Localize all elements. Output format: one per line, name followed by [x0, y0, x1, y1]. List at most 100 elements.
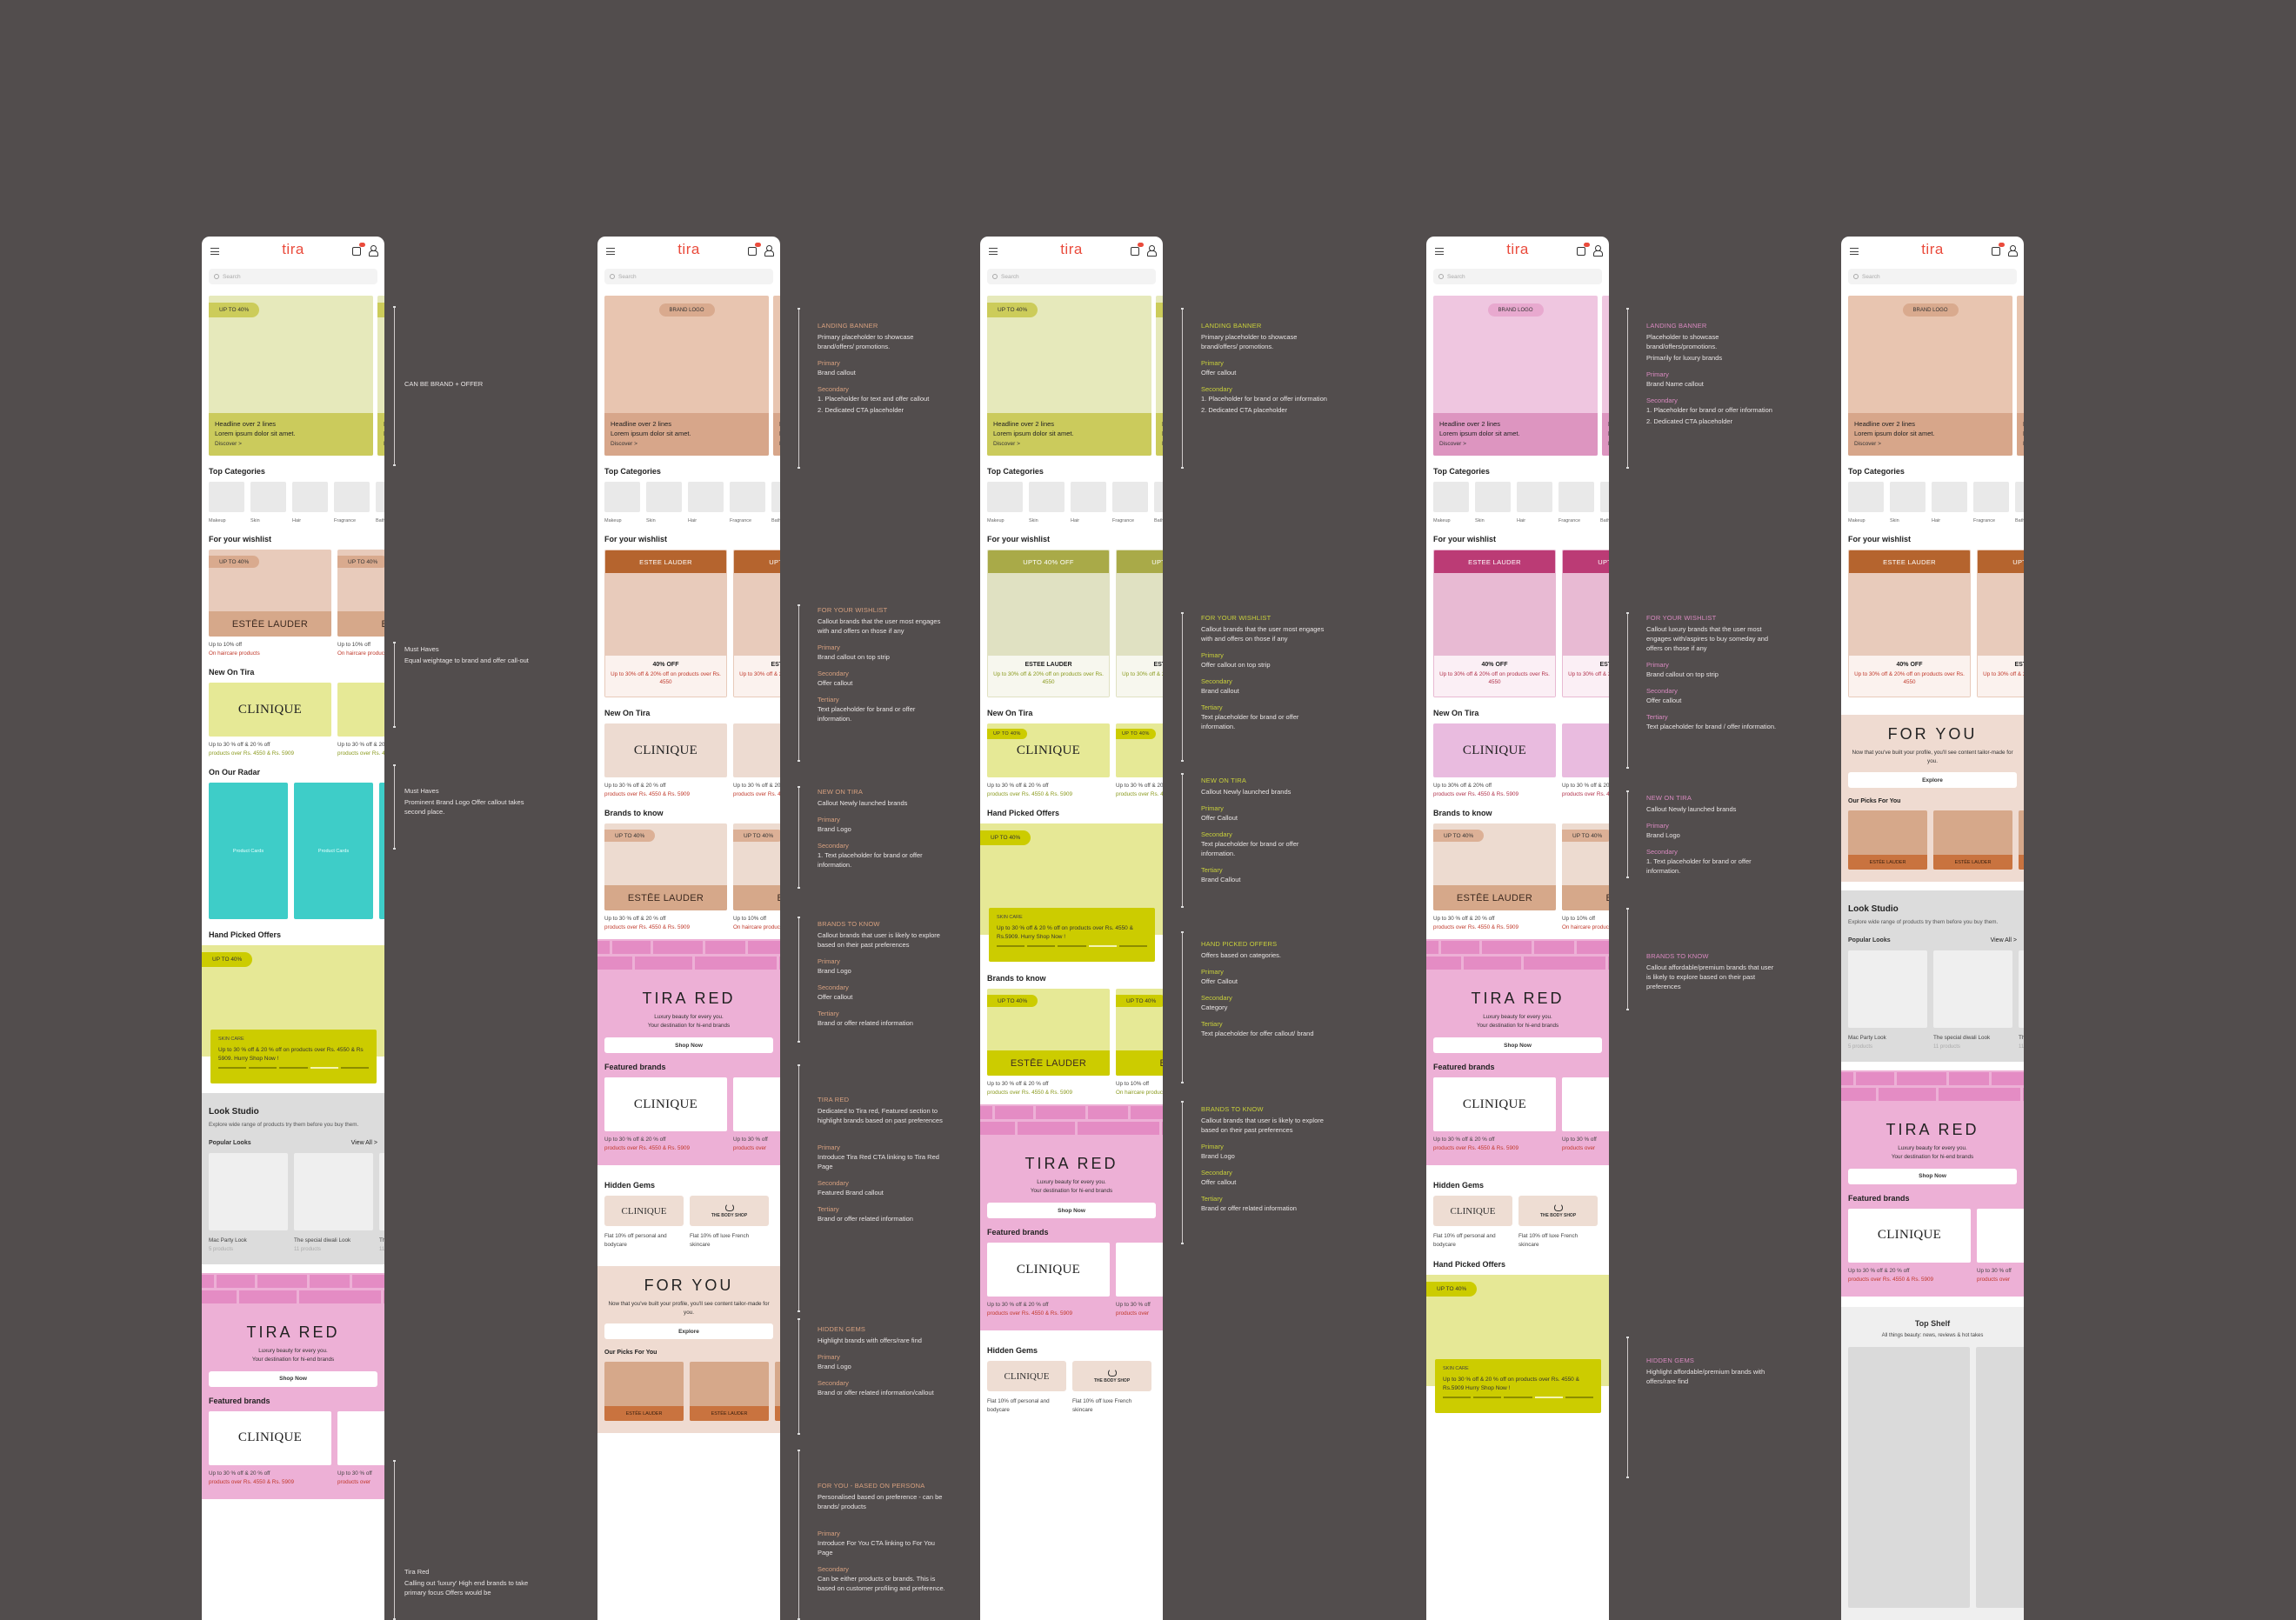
brand-logo-card[interactable]: THE Up to 30 % off products over: [733, 1077, 780, 1151]
pick-card[interactable]: ESTĒE LAUDER: [2019, 810, 2024, 870]
brand-offer-card[interactable]: UP TO 40% BRAND Up to 10% off On haircare p…: [1562, 823, 1609, 930]
explore-button[interactable]: Explore: [604, 1323, 773, 1339]
user-icon[interactable]: [369, 245, 378, 257]
category-tile[interactable]: Makeup: [209, 482, 244, 523]
category-tile[interactable]: Hair: [1517, 482, 1552, 523]
shopping-bag-icon[interactable]: [748, 243, 761, 256]
user-icon[interactable]: [2008, 245, 2018, 257]
category-tile[interactable]: Makeup: [604, 482, 640, 523]
hidden-gem-card[interactable]: THE BODY SHOP Flat 10% off luxe French sk…: [1072, 1361, 1151, 1414]
tira-logo[interactable]: tira: [282, 241, 304, 257]
brand-logo-card[interactable]: CLINIQUE Up to 30 % off & 20 % off product…: [604, 1077, 727, 1151]
search-input[interactable]: Search: [1848, 269, 2017, 284]
hidden-gem-card[interactable]: CLINIQUE Flat 10% off personal and bodyca…: [987, 1361, 1066, 1414]
look-card[interactable]: The special diwali Look 11 products: [1933, 950, 2012, 1050]
product-card[interactable]: Product Cards: [209, 783, 288, 919]
user-icon[interactable]: [764, 245, 774, 257]
brand-logo-card[interactable]: CLINIQUE UP TO 40% Up to 30 % off & 20 % o…: [987, 723, 1110, 797]
brand-offer-card[interactable]: UP TO 40% BRAND Up to 10% off On haircare p…: [1116, 989, 1163, 1096]
pick-card[interactable]: ESTĒE LAUDER: [775, 1362, 780, 1421]
search-input[interactable]: Search: [987, 269, 1156, 284]
brand-offer-card[interactable]: UP TO 40% ESTĒE LAUDER Up to 30 % off & 20…: [987, 989, 1110, 1096]
wishlist-card[interactable]: UPTO 40% OFF ESTEE LAUDER Up to 30% off & …: [733, 550, 780, 697]
article-card[interactable]: [1848, 1346, 1970, 1608]
hero-carousel[interactable]: BRAND LOGO Headline over 2 lines Lorem ips…: [1426, 296, 1609, 456]
brand-logo-card[interactable]: THE Up to 30 % off products over: [1116, 1243, 1163, 1317]
brand-logo-card[interactable]: CLINIQUE Up to 30 % off & 20 % off product…: [209, 1410, 331, 1485]
pick-card[interactable]: ESTĒE LAUDER: [1933, 810, 2012, 870]
product-card[interactable]: Product Cards: [379, 783, 384, 919]
search-input[interactable]: Search: [604, 269, 773, 284]
pick-card[interactable]: ESTĒE LAUDER: [1848, 810, 1927, 870]
shop-now-button[interactable]: Shop Now: [209, 1370, 377, 1387]
explore-button[interactable]: Explore: [1848, 772, 2017, 788]
menu-icon[interactable]: [606, 248, 615, 255]
category-tile[interactable]: Skin: [1890, 482, 1926, 523]
shop-now-button[interactable]: Shop Now: [604, 1037, 773, 1053]
category-tile[interactable]: Skin: [646, 482, 682, 523]
product-card[interactable]: Product Cards: [294, 783, 373, 919]
category-tile[interactable]: Makeup: [1433, 482, 1469, 523]
menu-icon[interactable]: [1850, 248, 1859, 255]
brand-logo-card[interactable]: CLINIQUE Up to 30 % off & 20 % off product…: [1848, 1208, 1971, 1283]
category-tile[interactable]: Hair: [292, 482, 328, 523]
hidden-gem-card[interactable]: THE BODY SHOP Flat 10% off luxe French sk…: [690, 1196, 769, 1249]
brand-logo-card[interactable]: CLINIQUE Up to 30 % off & 20 % off product…: [1433, 1077, 1556, 1151]
menu-icon[interactable]: [989, 248, 998, 255]
category-tile[interactable]: Skin: [250, 482, 286, 523]
brand-logo-card[interactable]: CLINIQUE Up to 30 % off & 20 % off product…: [604, 723, 727, 797]
category-tile[interactable]: Hair: [1932, 482, 1967, 523]
pick-card[interactable]: ESTĒE LAUDER: [690, 1362, 769, 1421]
hand-picked-banner[interactable]: UP TO 40% SKIN CARE Up to 30 % off & 20 % …: [202, 945, 384, 1084]
discover-link[interactable]: Discover >: [1854, 441, 1881, 447]
wishlist-card[interactable]: UPTO 40% OFF ESTEE LAUDER Up to 30% off & …: [987, 550, 1110, 697]
category-tile[interactable]: Hair: [688, 482, 724, 523]
look-card[interactable]: The 11: [2019, 950, 2024, 1050]
category-tile[interactable]: Skin: [1475, 482, 1511, 523]
brand-offer-card[interactable]: UP TO 40% ESTĒE LAUDER Up to 30 % off & 20…: [604, 823, 727, 930]
wishlist-card[interactable]: UPTO 40% OFF ESTEE LAUDER Up to 30% off & …: [1116, 550, 1163, 697]
hand-picked-banner[interactable]: UP TO 40% SKIN CARE Up to 30 % off & 20 % …: [980, 823, 1163, 963]
shop-now-button[interactable]: Shop Now: [1433, 1037, 1602, 1053]
hero-carousel[interactable]: UP TO 40% Headline over 2 lines Lorem ipsu…: [202, 296, 384, 456]
tira-logo[interactable]: tira: [1060, 241, 1083, 257]
shopping-bag-icon[interactable]: [1577, 243, 1590, 256]
user-icon[interactable]: [1147, 245, 1157, 257]
category-tile[interactable]: Bath & Body: [1154, 482, 1163, 523]
discover-link[interactable]: Discover >: [993, 441, 1020, 447]
category-tile[interactable]: Fragrance: [1973, 482, 2009, 523]
search-input[interactable]: Search: [1433, 269, 1602, 284]
category-tile[interactable]: Bath & Body: [2015, 482, 2024, 523]
discover-link[interactable]: Discover >: [2023, 441, 2024, 447]
look-card[interactable]: Mac Party Look 5 products: [209, 1152, 288, 1252]
tira-logo[interactable]: tira: [1921, 241, 1944, 257]
discover-link[interactable]: Discover >: [779, 441, 780, 447]
brand-logo-card[interactable]: THE Up to 30 % off & 20 % off products ove…: [1562, 723, 1609, 797]
brand-offer-card[interactable]: UP TO 40% BRAND Up to 10% off On haircare p…: [337, 550, 384, 657]
hidden-gem-card[interactable]: CLINIQUE Flat 10% off personal and bodyca…: [604, 1196, 684, 1249]
brand-logo-card[interactable]: THE Up to 30 % off products over: [1977, 1208, 2024, 1283]
category-tile[interactable]: Bath & Body: [771, 482, 780, 523]
hero-carousel[interactable]: BRAND LOGO Headline over 2 lines Lorem ips…: [597, 296, 780, 456]
wishlist-card[interactable]: UPTO 40% OFF ESTEE LAUDER Up to 30% off & …: [1977, 550, 2024, 697]
hidden-gem-card[interactable]: THE BODY SHOP Flat 10% off luxe French sk…: [1518, 1196, 1598, 1249]
brand-offer-card[interactable]: UP TO 40% ESTĒE LAUDER Up to 10% off On hai…: [209, 550, 331, 657]
look-card[interactable]: Mac Party Look 5 products: [1848, 950, 1927, 1050]
hero-carousel[interactable]: UP TO 40% Headline over 2 lines Lorem ipsu…: [980, 296, 1163, 456]
wishlist-card[interactable]: UPTO 40% OFF ESTEE LAUDER Up to 30% off & …: [1562, 550, 1609, 697]
brand-logo-card[interactable]: THE Up to 30 % off & 20 % off products ove…: [337, 683, 384, 757]
category-tile[interactable]: Fragrance: [730, 482, 765, 523]
brand-logo-card[interactable]: CLINIQUE Up to 30 % off & 20 % off product…: [209, 683, 331, 757]
pick-card[interactable]: ESTĒE LAUDER: [604, 1362, 684, 1421]
category-tile[interactable]: Skin: [1029, 482, 1065, 523]
category-tile[interactable]: Bath & Body: [376, 482, 384, 523]
discover-link[interactable]: Discover >: [215, 441, 242, 447]
